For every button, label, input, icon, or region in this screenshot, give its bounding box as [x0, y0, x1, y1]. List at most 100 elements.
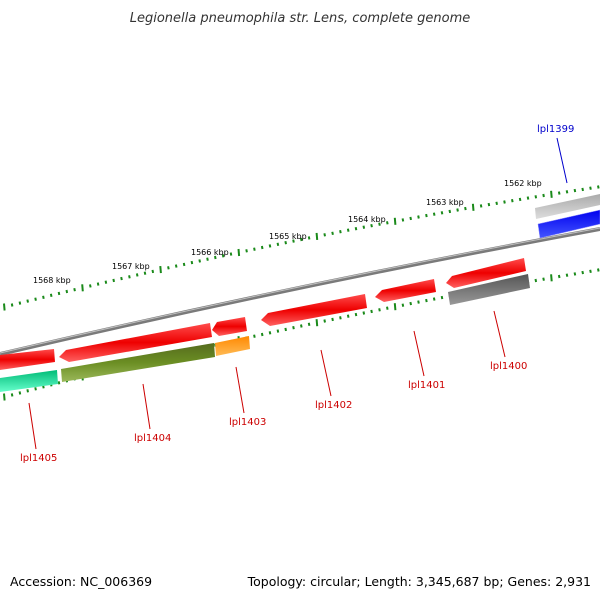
gene-feature-lightgrey[interactable]	[535, 194, 600, 219]
scale-tick	[346, 228, 350, 232]
gene-label-lpl1400[interactable]: lpl1400	[490, 361, 527, 372]
scale-tick	[542, 193, 545, 198]
gene-label-lpl1404[interactable]: lpl1404	[134, 433, 171, 444]
scale-label: 1565 kbp	[269, 232, 307, 241]
accession-text: Accession: NC_006369	[10, 574, 152, 589]
cds-feature-red[interactable]	[446, 258, 526, 288]
scale-tick	[10, 393, 14, 397]
scale-tick	[534, 195, 538, 199]
cds-feature-red[interactable]	[375, 279, 436, 302]
scale-tick	[323, 319, 326, 323]
scale-tick	[57, 291, 61, 296]
scale-tick	[370, 309, 373, 314]
scale-tick	[18, 391, 22, 395]
scale-tick	[34, 387, 37, 391]
scale-tick	[440, 295, 444, 300]
scale-tick	[409, 301, 412, 306]
scale-label: 1566 kbp	[191, 248, 229, 257]
scale-tick	[479, 204, 483, 208]
scale-label: 1562 kbp	[504, 179, 542, 188]
scale-tick	[542, 277, 545, 281]
cds-feature-red[interactable]	[0, 349, 55, 370]
gene-label-lpl1399[interactable]: lpl1399	[537, 124, 574, 135]
gene-labels: lpl1399 lpl1400 lpl1401 lpl1402 lpl1403 …	[20, 124, 574, 464]
scale-tick	[292, 239, 295, 243]
scale-tick	[597, 268, 600, 272]
cds-feature-red[interactable]	[59, 323, 212, 362]
leader-line	[320, 349, 332, 397]
gene-feature-olive[interactable]	[61, 343, 215, 382]
scale-tick	[229, 252, 233, 256]
scale-tick	[425, 298, 428, 303]
scale-tick	[386, 221, 389, 225]
scale-tick	[557, 274, 561, 279]
cds-feature-red[interactable]	[212, 317, 247, 336]
scale-tick	[393, 217, 397, 225]
scale-tick	[190, 260, 194, 265]
leader-line	[235, 366, 245, 414]
scale-tick	[417, 300, 420, 304]
scale-tick	[73, 288, 76, 292]
scale-tick	[393, 303, 397, 311]
scale-tick	[378, 222, 381, 226]
scale-tick	[49, 293, 53, 297]
genome-backbone-highlight	[0, 227, 600, 354]
cds-feature-red[interactable]	[261, 294, 367, 326]
scale-tick	[464, 206, 467, 211]
scale-tick	[362, 311, 366, 315]
scale-tick	[550, 274, 553, 282]
scale-tick	[307, 236, 311, 240]
scale-tick	[487, 202, 491, 207]
leader-line	[413, 330, 425, 377]
scale-tick	[253, 247, 256, 251]
scale-tick	[151, 269, 155, 274]
scale-tick	[386, 306, 389, 310]
leader-line	[556, 137, 568, 184]
scale-tick	[432, 297, 436, 301]
scale-tick	[550, 190, 553, 198]
scale-tick	[589, 269, 592, 273]
scale-tick	[57, 381, 61, 385]
scale-tick	[284, 327, 287, 332]
scale-tick	[557, 191, 561, 195]
scale-tick	[135, 273, 139, 277]
scale-tick	[237, 248, 241, 257]
label-leaders	[28, 137, 568, 450]
scale-tick	[597, 185, 600, 189]
scale-tick	[89, 284, 92, 288]
gene-feature-teal[interactable]	[0, 370, 58, 392]
gene-feature-orange[interactable]	[215, 336, 250, 356]
scale-tick	[253, 334, 256, 338]
scale-label: 1567 kbp	[112, 262, 150, 271]
scale-tick	[26, 299, 29, 303]
scale-tick	[346, 314, 350, 318]
scale-tick	[354, 312, 358, 317]
leader-line	[493, 310, 506, 358]
gene-label-lpl1403[interactable]: lpl1403	[229, 417, 266, 428]
gene-label-lpl1401[interactable]: lpl1401	[408, 380, 445, 391]
scale-tick	[503, 200, 506, 204]
scale-tick	[292, 326, 295, 330]
gene-label-lpl1402[interactable]: lpl1402	[315, 400, 352, 411]
scale-tick	[456, 208, 459, 212]
gene-label-lpl1405[interactable]: lpl1405	[20, 453, 57, 464]
scale-tick	[245, 249, 248, 253]
scale-tick	[96, 282, 100, 286]
scale-tick	[10, 303, 14, 307]
scale-tick	[511, 199, 514, 203]
scale-tick	[260, 332, 264, 337]
scale-tick	[260, 245, 264, 250]
cds-feature-blue[interactable]	[537, 209, 600, 239]
scale-tick	[471, 203, 475, 211]
scale-tick	[432, 212, 436, 216]
scale-tick	[565, 190, 569, 194]
scale-tick	[214, 255, 217, 260]
gene-feature-grey[interactable]	[448, 274, 530, 305]
scale-tick	[495, 201, 498, 205]
scale-tick	[300, 237, 303, 242]
scale-tick	[65, 289, 69, 294]
scale-tick	[276, 329, 280, 333]
scale-tick	[276, 242, 280, 246]
scale-labels: 1562 kbp 1563 kbp 1564 kbp 1565 kbp 1566…	[33, 179, 542, 285]
